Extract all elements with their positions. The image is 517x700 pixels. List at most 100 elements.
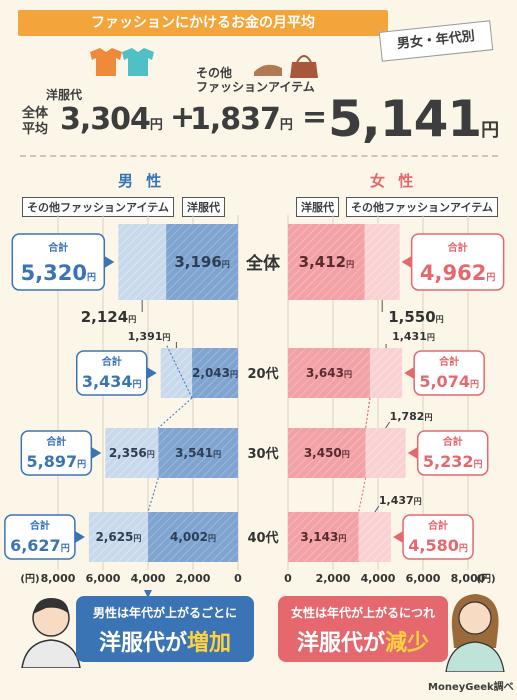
yen-unit: 円	[436, 315, 444, 324]
accessory-illustration	[254, 55, 318, 78]
female-total-pointer	[401, 256, 412, 268]
female-trend-line	[365, 397, 371, 429]
yen-unit: 円	[427, 333, 435, 342]
female-clothing-bar	[288, 512, 359, 562]
other-items-label: その他 ファッションアイテム	[196, 66, 315, 94]
female-total-pointer	[393, 531, 404, 543]
female-axis-tick: 6,000	[406, 572, 441, 585]
male-callout: 男性は年代が上がるごとに 洋服代が増加	[76, 596, 254, 662]
yen-unit: 円	[222, 260, 230, 269]
male-total-label: 合計	[29, 519, 50, 532]
male-clothing-bar	[192, 348, 238, 398]
female-total-label: 合計	[442, 435, 463, 448]
female-axis-tick: 8,000	[451, 572, 486, 585]
yen-unit: 円	[338, 534, 346, 543]
male-legend-other: その他ファッションアイテム	[22, 197, 174, 217]
female-callout: 女性は年代が上がるにつれ 洋服代が減少	[278, 596, 448, 662]
male-callout-line1: 男性は年代が上がるごとに	[92, 606, 237, 620]
female-clothing-bar	[288, 428, 366, 478]
yen-unit: 円	[344, 370, 352, 379]
leader-line	[374, 505, 380, 513]
male-person-illustration	[21, 598, 81, 668]
male-clothing-value: 2,043円	[192, 366, 238, 380]
female-legend-other: その他ファッションアイテム	[346, 197, 498, 217]
female-other-value: 1,782円	[390, 410, 433, 423]
yen-unit: 円	[346, 260, 354, 269]
female-axis-tick: 2,000	[316, 572, 351, 585]
yen-unit: 円	[128, 315, 136, 324]
male-other-bar	[88, 512, 148, 562]
male-other-value: 2,356円	[109, 446, 155, 460]
male-total-value: 6,627円	[10, 536, 70, 555]
female-total-label: 合計	[427, 519, 448, 532]
yen-unit: 円	[147, 450, 155, 459]
male-trend-arrow	[143, 590, 152, 598]
male-total-label: 合計	[101, 355, 122, 368]
male-clothing-bar	[158, 428, 238, 478]
female-clothing-value: 3,412円	[299, 253, 354, 271]
yen-unit: 円	[133, 379, 142, 390]
category-label: 20代	[247, 366, 278, 382]
female-other-bar	[369, 348, 403, 398]
yen-unit: 円	[481, 120, 500, 141]
overall-clothing-value: 3,304	[60, 102, 151, 137]
male-trend-line	[157, 397, 193, 429]
plus-sign: +	[170, 100, 195, 135]
male-callout-line2a: 洋服代が	[98, 631, 187, 656]
clothing-illustration	[90, 48, 154, 76]
female-other-value: 1,550円	[388, 308, 443, 326]
yen-unit: 円	[486, 272, 495, 283]
male-clothing-value: 4,002円	[170, 530, 216, 544]
male-clothing-value: 3,541円	[175, 446, 221, 460]
male-clothing-bar	[166, 224, 238, 300]
yen-unit: 円	[149, 118, 163, 133]
overall-average-label: 全体 平均	[22, 106, 49, 137]
male-clothing-bar	[147, 512, 238, 562]
female-other-value: 1,437円	[379, 494, 422, 507]
male-trend-line	[165, 343, 193, 399]
female-total-value: 5,074円	[419, 372, 479, 391]
male-total-label: 合計	[47, 241, 68, 254]
yen-unit: 円	[133, 534, 141, 543]
yen-unit: 円	[470, 379, 479, 390]
male-legend-clothing: 洋服代	[182, 197, 225, 217]
male-other-value: 2,124円	[81, 308, 136, 326]
female-title: 女 性	[370, 172, 418, 190]
male-axis-tick: 6,000	[86, 572, 121, 585]
male-total-value: 5,320円	[21, 261, 96, 285]
yen-unit: 円	[230, 370, 238, 379]
female-total-value: 4,962円	[420, 261, 495, 285]
yen-unit: 円	[61, 543, 70, 554]
female-clothing-bar	[288, 348, 370, 398]
female-clothing-bar	[288, 224, 365, 300]
female-other-value: 1,431円	[392, 330, 435, 343]
category-label: 40代	[247, 530, 278, 546]
yen-unit: 円	[87, 272, 96, 283]
source-note: MoneyGeek調べ	[428, 682, 514, 693]
category-label: 30代	[247, 446, 278, 462]
yen-unit: 円	[77, 459, 86, 470]
female-person-illustration	[445, 594, 505, 672]
yen-unit: 円	[342, 450, 350, 459]
category-label: 全体	[245, 253, 281, 274]
female-axis-tick: 0	[284, 572, 292, 585]
female-other-bar	[365, 428, 406, 478]
male-title: 男 性	[118, 172, 166, 190]
male-other-bar	[118, 224, 167, 300]
yen-unit: 円	[213, 450, 221, 459]
male-axis-tick: 8,000	[41, 572, 76, 585]
male-total-pointer	[74, 531, 85, 543]
male-total-value: 3,434円	[82, 372, 142, 391]
female-other-bar	[364, 224, 400, 300]
male-axis-unit: (円)	[20, 573, 39, 585]
yen-unit: 円	[459, 543, 468, 554]
female-total-pointer	[404, 367, 415, 379]
male-axis-tick: 4,000	[131, 572, 166, 585]
male-axis-tick: 0	[234, 572, 242, 585]
female-clothing-value: 3,450円	[304, 446, 350, 460]
equals-sign: =	[302, 100, 327, 135]
overall-other-value: 1,837	[190, 102, 281, 137]
yen-unit: 円	[208, 534, 216, 543]
male-axis-tick: 2,000	[176, 572, 211, 585]
